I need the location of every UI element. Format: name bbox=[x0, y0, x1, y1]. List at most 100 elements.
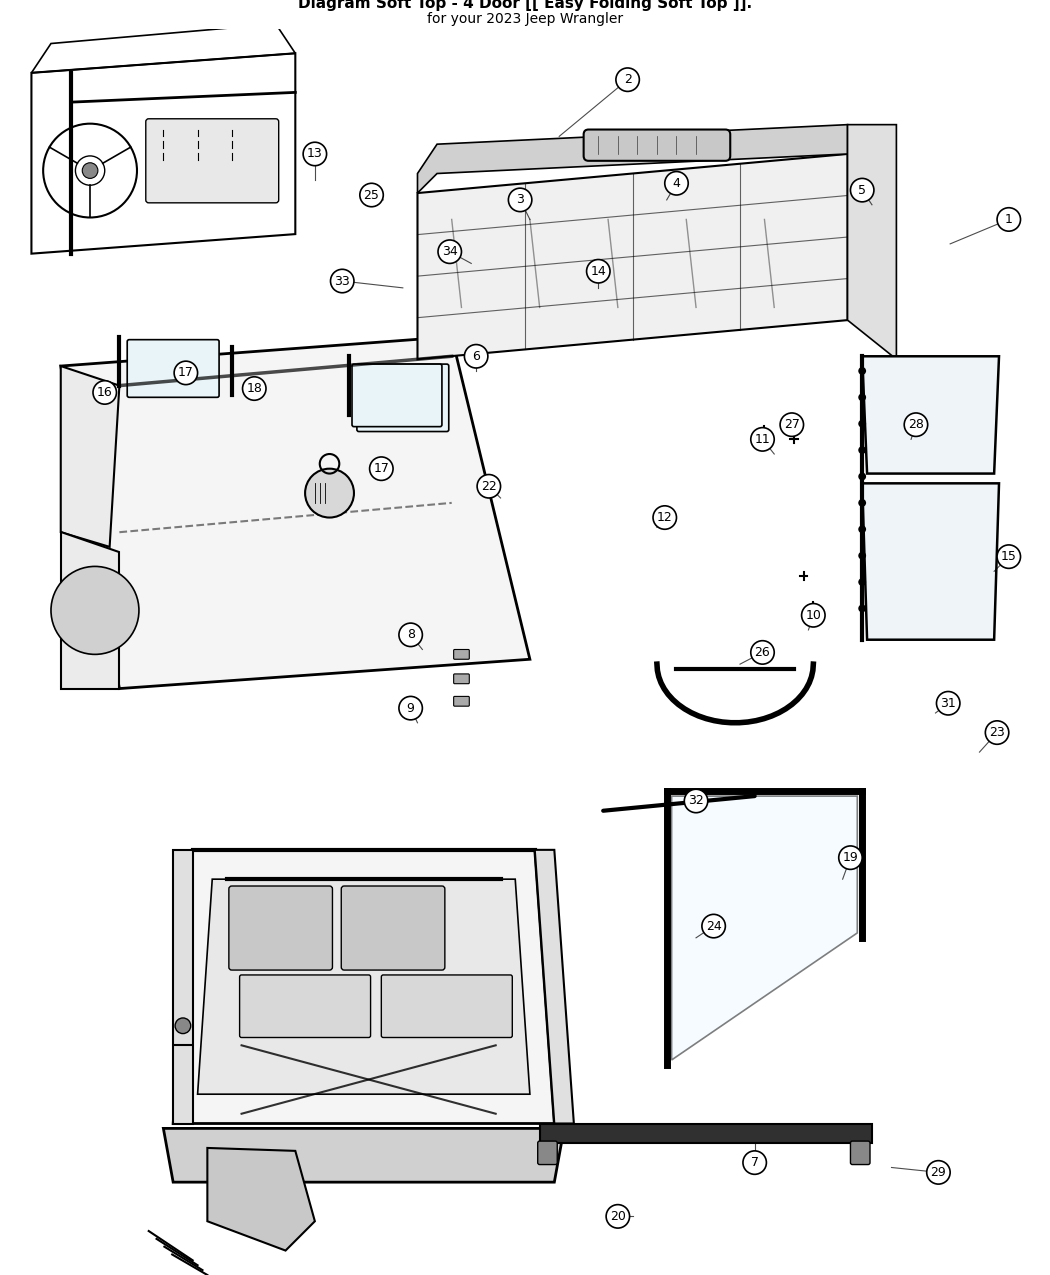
Text: 23: 23 bbox=[989, 725, 1005, 739]
FancyBboxPatch shape bbox=[352, 365, 442, 427]
Text: 15: 15 bbox=[1001, 550, 1016, 564]
Circle shape bbox=[399, 623, 422, 646]
Circle shape bbox=[985, 720, 1009, 745]
FancyBboxPatch shape bbox=[357, 365, 448, 431]
Text: 9: 9 bbox=[406, 701, 415, 714]
Text: 33: 33 bbox=[334, 274, 350, 288]
Polygon shape bbox=[862, 356, 999, 473]
Text: 34: 34 bbox=[442, 245, 458, 259]
Circle shape bbox=[175, 1017, 191, 1034]
Circle shape bbox=[858, 578, 866, 586]
Text: 6: 6 bbox=[472, 349, 480, 363]
Text: 26: 26 bbox=[755, 646, 771, 659]
Text: 27: 27 bbox=[784, 418, 800, 431]
Text: 31: 31 bbox=[941, 696, 957, 710]
Circle shape bbox=[780, 413, 803, 436]
Circle shape bbox=[653, 506, 676, 529]
Circle shape bbox=[616, 68, 639, 92]
Text: 24: 24 bbox=[706, 919, 721, 932]
Text: 8: 8 bbox=[406, 629, 415, 641]
Circle shape bbox=[685, 789, 708, 812]
Circle shape bbox=[587, 260, 610, 283]
Text: 13: 13 bbox=[307, 148, 322, 161]
Polygon shape bbox=[61, 337, 530, 688]
Text: 10: 10 bbox=[805, 608, 821, 622]
Circle shape bbox=[331, 269, 354, 293]
Circle shape bbox=[477, 474, 501, 499]
Circle shape bbox=[665, 172, 688, 195]
Circle shape bbox=[998, 544, 1021, 569]
FancyBboxPatch shape bbox=[584, 130, 730, 161]
Text: 17: 17 bbox=[177, 366, 194, 380]
Circle shape bbox=[850, 179, 874, 201]
Circle shape bbox=[243, 377, 266, 400]
FancyBboxPatch shape bbox=[454, 696, 469, 706]
FancyBboxPatch shape bbox=[850, 1141, 870, 1164]
Circle shape bbox=[743, 1151, 766, 1174]
Circle shape bbox=[904, 413, 927, 436]
Circle shape bbox=[858, 604, 866, 612]
Circle shape bbox=[927, 1160, 950, 1184]
Circle shape bbox=[998, 208, 1021, 231]
Circle shape bbox=[360, 184, 383, 207]
Text: 7: 7 bbox=[751, 1156, 759, 1169]
FancyBboxPatch shape bbox=[538, 1141, 558, 1164]
FancyBboxPatch shape bbox=[239, 975, 371, 1038]
Circle shape bbox=[858, 525, 866, 533]
FancyBboxPatch shape bbox=[381, 975, 512, 1038]
Text: 11: 11 bbox=[755, 432, 771, 446]
Circle shape bbox=[801, 603, 825, 627]
Circle shape bbox=[306, 469, 354, 518]
Circle shape bbox=[93, 381, 117, 404]
Text: 25: 25 bbox=[363, 189, 379, 201]
Circle shape bbox=[370, 456, 393, 481]
Circle shape bbox=[508, 189, 532, 212]
Circle shape bbox=[858, 473, 866, 481]
Circle shape bbox=[858, 446, 866, 454]
Circle shape bbox=[606, 1205, 630, 1228]
Text: 3: 3 bbox=[517, 194, 524, 207]
Polygon shape bbox=[61, 532, 120, 688]
FancyBboxPatch shape bbox=[229, 886, 333, 970]
Polygon shape bbox=[173, 850, 193, 1123]
Circle shape bbox=[303, 143, 327, 166]
Text: for your 2023 Jeep Wrangler: for your 2023 Jeep Wrangler bbox=[427, 11, 623, 26]
Circle shape bbox=[858, 552, 866, 560]
Polygon shape bbox=[207, 1148, 315, 1251]
Text: Diagram Soft Top - 4 Door [[ Easy Folding Soft Top ]].: Diagram Soft Top - 4 Door [[ Easy Foldin… bbox=[298, 0, 752, 11]
Polygon shape bbox=[61, 366, 120, 547]
Circle shape bbox=[858, 499, 866, 506]
Text: 12: 12 bbox=[657, 511, 673, 524]
Polygon shape bbox=[197, 880, 530, 1094]
Text: 18: 18 bbox=[247, 382, 262, 395]
Text: 19: 19 bbox=[842, 852, 858, 864]
Circle shape bbox=[858, 367, 866, 375]
FancyBboxPatch shape bbox=[454, 649, 469, 659]
Circle shape bbox=[839, 845, 862, 870]
Text: 20: 20 bbox=[610, 1210, 626, 1223]
Polygon shape bbox=[540, 1123, 872, 1144]
Circle shape bbox=[751, 427, 774, 451]
Text: 4: 4 bbox=[673, 177, 680, 190]
Polygon shape bbox=[173, 850, 554, 1123]
Text: 29: 29 bbox=[930, 1165, 946, 1179]
Text: 16: 16 bbox=[97, 386, 112, 399]
Circle shape bbox=[858, 419, 866, 427]
Circle shape bbox=[51, 566, 139, 654]
Circle shape bbox=[751, 641, 774, 664]
Text: 17: 17 bbox=[374, 462, 390, 476]
FancyBboxPatch shape bbox=[127, 339, 219, 398]
Text: 32: 32 bbox=[688, 794, 704, 807]
Text: 1: 1 bbox=[1005, 213, 1013, 226]
Polygon shape bbox=[862, 483, 999, 640]
Text: 5: 5 bbox=[858, 184, 866, 196]
Circle shape bbox=[438, 240, 461, 264]
Text: 2: 2 bbox=[624, 73, 631, 87]
Polygon shape bbox=[847, 125, 897, 360]
Circle shape bbox=[858, 394, 866, 402]
Polygon shape bbox=[534, 850, 574, 1123]
Circle shape bbox=[82, 163, 98, 179]
Polygon shape bbox=[212, 1182, 271, 1232]
Circle shape bbox=[464, 344, 488, 368]
Text: 14: 14 bbox=[590, 265, 606, 278]
